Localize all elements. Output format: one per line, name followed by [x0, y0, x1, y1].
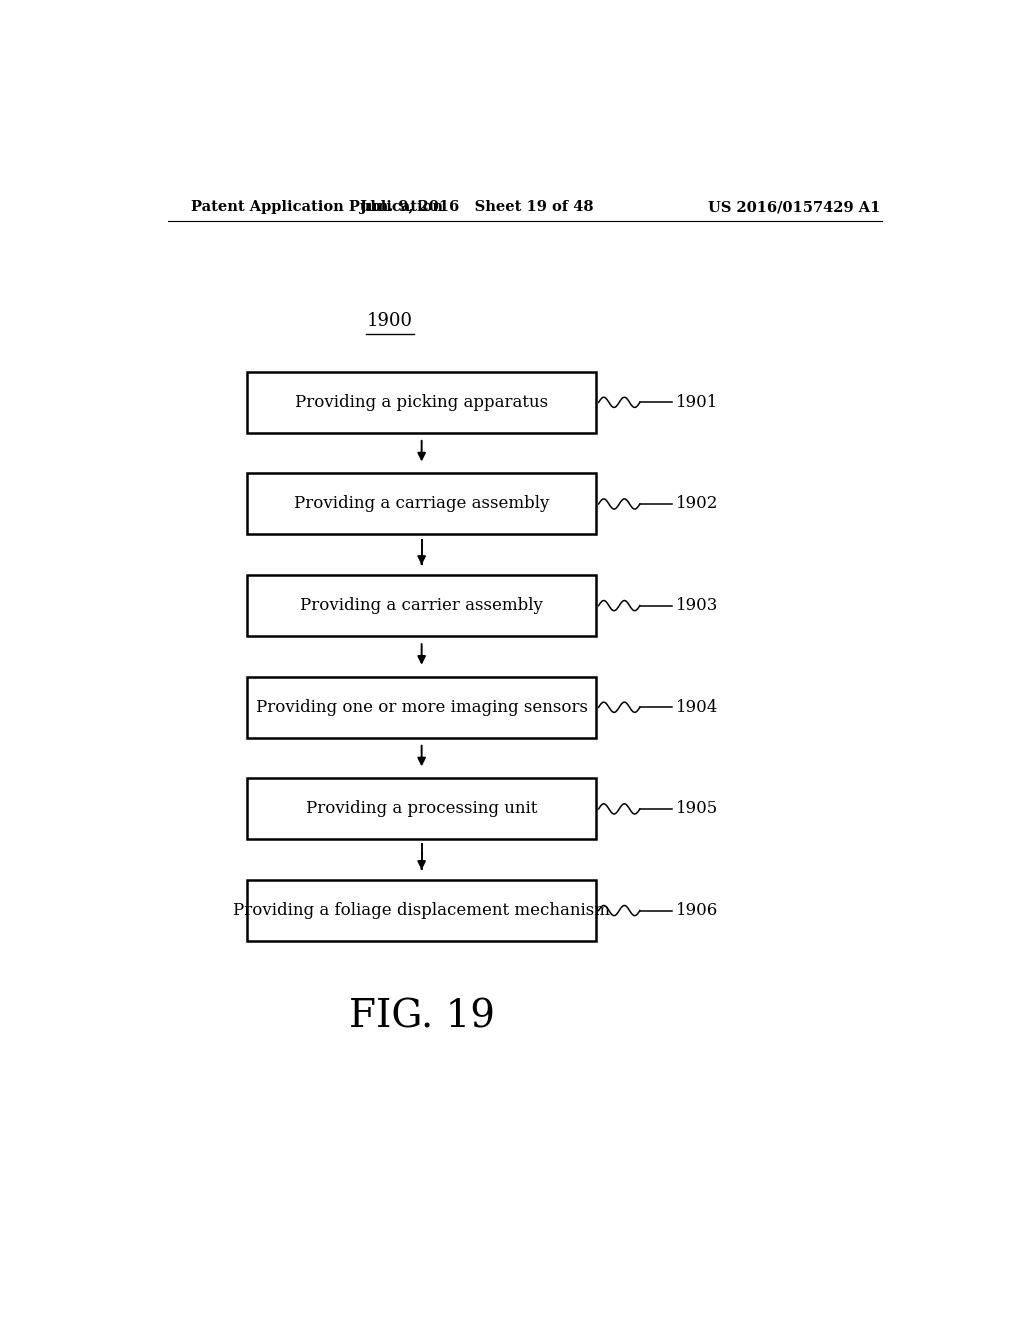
Text: 1901: 1901	[676, 393, 718, 411]
Text: Providing a carriage assembly: Providing a carriage assembly	[294, 495, 549, 512]
Text: FIG. 19: FIG. 19	[348, 999, 495, 1036]
FancyBboxPatch shape	[247, 576, 596, 636]
FancyBboxPatch shape	[247, 677, 596, 738]
Text: US 2016/0157429 A1: US 2016/0157429 A1	[709, 201, 881, 214]
Text: Providing a foliage displacement mechanism: Providing a foliage displacement mechani…	[233, 902, 610, 919]
Text: 1902: 1902	[676, 495, 718, 512]
Text: Providing one or more imaging sensors: Providing one or more imaging sensors	[256, 698, 588, 715]
FancyBboxPatch shape	[247, 372, 596, 433]
Text: Jun. 9, 2016   Sheet 19 of 48: Jun. 9, 2016 Sheet 19 of 48	[360, 201, 594, 214]
FancyBboxPatch shape	[247, 779, 596, 840]
Text: 1906: 1906	[676, 902, 718, 919]
Text: 1900: 1900	[367, 312, 413, 330]
Text: 1905: 1905	[676, 800, 718, 817]
Text: Providing a picking apparatus: Providing a picking apparatus	[295, 393, 548, 411]
Text: Patent Application Publication: Patent Application Publication	[191, 201, 443, 214]
FancyBboxPatch shape	[247, 474, 596, 535]
Text: Providing a processing unit: Providing a processing unit	[306, 800, 538, 817]
Text: Providing a carrier assembly: Providing a carrier assembly	[300, 597, 543, 614]
Text: 1903: 1903	[676, 597, 718, 614]
Text: 1904: 1904	[676, 698, 718, 715]
FancyBboxPatch shape	[247, 880, 596, 941]
